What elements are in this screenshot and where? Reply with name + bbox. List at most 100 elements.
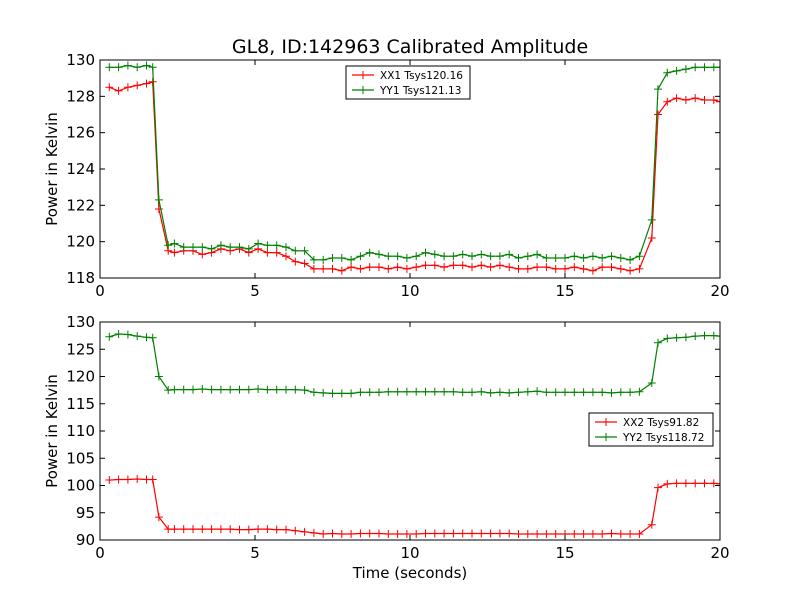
data-point xyxy=(468,263,476,272)
data-point xyxy=(626,388,635,397)
y-tick-label: 130 xyxy=(66,313,95,331)
data-point xyxy=(207,385,216,394)
data-point xyxy=(421,387,430,396)
data-point xyxy=(681,479,690,488)
data-point xyxy=(347,530,356,539)
x-axis-label: Time (seconds) xyxy=(352,564,468,582)
data-point xyxy=(635,252,644,261)
data-point xyxy=(505,250,514,259)
data-point xyxy=(505,388,514,397)
data-point xyxy=(375,263,383,272)
data-point xyxy=(514,264,523,273)
data-point xyxy=(579,530,588,539)
data-point xyxy=(179,385,188,394)
data-point xyxy=(681,95,690,104)
data-point xyxy=(272,385,281,394)
data-point xyxy=(154,372,163,381)
data-point xyxy=(579,254,588,263)
data-point xyxy=(179,243,188,252)
data-point xyxy=(282,252,290,261)
y-tick-label: 120 xyxy=(66,368,95,386)
data-point xyxy=(440,387,449,396)
data-point xyxy=(570,263,579,272)
data-point xyxy=(607,388,616,397)
data-point xyxy=(533,263,542,272)
data-point xyxy=(468,388,476,397)
data-point xyxy=(384,252,393,261)
data-point xyxy=(495,261,504,270)
data-point xyxy=(142,79,151,88)
data-point xyxy=(561,254,569,263)
data-point xyxy=(375,250,383,259)
data-point xyxy=(328,529,337,538)
data-point xyxy=(375,388,383,397)
data-point xyxy=(523,252,532,261)
data-point xyxy=(235,385,244,394)
data-point xyxy=(449,387,458,396)
data-point xyxy=(691,63,700,72)
data-point xyxy=(300,259,309,268)
x-tick-label: 15 xyxy=(555,282,574,300)
data-point xyxy=(412,387,421,396)
data-point xyxy=(468,252,476,261)
data-point xyxy=(570,530,579,539)
y-tick-label: 122 xyxy=(66,196,95,214)
bottom-plot: 0 5 10 15 20 90 95 100 105 110 115 120 125 130 Power i… xyxy=(43,313,730,562)
data-point xyxy=(226,525,235,534)
data-point xyxy=(154,513,163,522)
data-point xyxy=(170,248,179,257)
y-axis-label: Power in Kelvin xyxy=(43,112,61,226)
data-point xyxy=(384,530,393,539)
data-point xyxy=(375,529,383,538)
data-point xyxy=(123,61,132,70)
data-point xyxy=(216,241,225,250)
data-point xyxy=(588,266,597,275)
data-point xyxy=(551,530,560,539)
data-point xyxy=(356,252,365,261)
data-point xyxy=(647,379,656,388)
data-point xyxy=(647,520,656,529)
data-point xyxy=(477,529,486,538)
data-point xyxy=(337,389,346,398)
data-point xyxy=(709,95,718,104)
data-point xyxy=(647,234,656,243)
data-point xyxy=(607,252,616,261)
data-point xyxy=(551,264,560,273)
data-point xyxy=(421,261,430,270)
data-point xyxy=(691,479,700,488)
data-point xyxy=(365,263,374,272)
legend-marker xyxy=(602,433,610,441)
data-point xyxy=(449,252,458,261)
data-point xyxy=(282,385,290,394)
data-point xyxy=(114,475,123,484)
data-point xyxy=(356,264,365,273)
x-tick-label: 10 xyxy=(400,544,419,562)
data-point xyxy=(635,530,644,539)
data-point xyxy=(123,330,132,339)
y-tick-label: 115 xyxy=(66,395,95,413)
data-point xyxy=(607,529,616,538)
data-point xyxy=(412,530,421,539)
data-point xyxy=(542,530,551,539)
data-point xyxy=(654,85,662,94)
chart-title: GL8, ID:142963 Calibrated Amplitude xyxy=(232,36,588,58)
data-point xyxy=(263,525,272,534)
legend-label: XX1 Tsys120.16 xyxy=(380,70,463,82)
data-point xyxy=(402,387,411,396)
data-point xyxy=(291,385,300,394)
data-point xyxy=(672,94,681,103)
data-point xyxy=(486,529,495,538)
data-point xyxy=(458,261,467,270)
data-point xyxy=(598,263,607,272)
data-point xyxy=(254,525,263,534)
data-point xyxy=(626,266,635,275)
data-point xyxy=(393,530,402,539)
data-point xyxy=(561,264,569,273)
data-point xyxy=(235,525,244,534)
data-point xyxy=(505,263,514,272)
data-point xyxy=(716,479,720,488)
data-point xyxy=(430,261,439,270)
data-point xyxy=(207,525,216,534)
y-tick-label: 125 xyxy=(66,340,95,358)
data-point xyxy=(170,239,179,248)
